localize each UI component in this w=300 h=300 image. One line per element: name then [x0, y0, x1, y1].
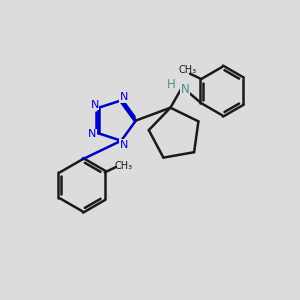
- Text: N: N: [90, 100, 99, 110]
- Text: N: N: [119, 140, 128, 150]
- Text: N: N: [119, 92, 128, 102]
- Text: N: N: [88, 130, 96, 140]
- Text: CH₃: CH₃: [114, 161, 132, 171]
- Text: H: H: [167, 78, 176, 91]
- Text: CH₃: CH₃: [178, 65, 197, 75]
- Text: N: N: [181, 83, 190, 96]
